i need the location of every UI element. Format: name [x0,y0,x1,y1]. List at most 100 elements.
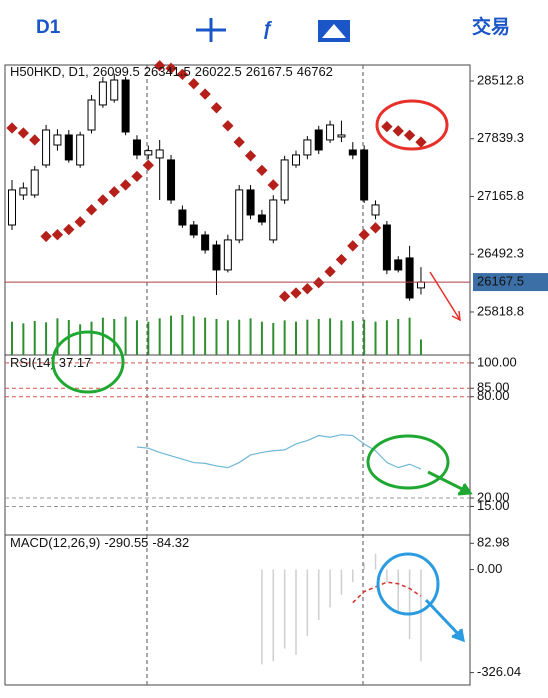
candle-body [144,150,153,156]
candle-body [212,244,221,271]
blue-circle [376,552,440,616]
red-circle [375,99,449,151]
green-circle [51,330,125,394]
current-price-box [473,273,548,292]
candle-body [30,169,39,196]
candle-body [223,239,232,271]
sar-dot [244,150,257,162]
sar-dot [278,290,291,303]
sar-dot [358,229,370,241]
current-price-label: 26167.5 [477,274,524,289]
timeframe-button[interactable]: D1 [36,17,61,38]
candle-body [348,149,357,156]
green-circle [366,434,450,490]
sar-dot [40,230,52,243]
candle-body [201,234,210,251]
sar-dot [290,287,302,299]
sar-dot [415,136,427,148]
sar-dot [6,122,18,134]
candle-body [19,187,28,196]
period-separators [146,65,364,685]
candle-body [280,159,289,201]
rsi-value: 37.17 [59,355,92,370]
green-arrow [427,470,473,496]
price-header: H50HKD, D1, 26099.5 26341.5 26022.5 26167.5 4… [10,64,333,79]
y-tick-label: 80.00 [477,388,510,403]
candle-body [337,134,346,138]
annotations [51,99,473,643]
candle-body [303,139,312,156]
candle-body [98,81,107,106]
y-tick-label: 27165.8 [477,188,524,203]
sar-dot [369,222,382,234]
candle-body [371,204,380,216]
candle-body [87,99,96,131]
signal-value: -84.32 [152,535,189,550]
candle-body [416,281,425,289]
candle-body [121,79,130,133]
candle-body [257,214,266,223]
high-value: 26341.5 [144,64,191,79]
candle-body [269,199,278,241]
sar-dot [256,164,268,177]
y-tick-label: 25818.8 [477,303,524,318]
candle-body [53,134,62,146]
candle-body [360,149,369,201]
trade-button[interactable]: 交易 [472,15,510,38]
candle-body [110,79,119,101]
candle-body [189,224,198,236]
y-tick-label: 0.00 [477,561,502,576]
rsi-label: RSI(14) [10,355,55,370]
candle-body [326,124,335,141]
sar-dot [131,170,143,183]
candle-body [76,134,85,166]
sar-dot [301,283,314,295]
y-tick-label: 82.98 [477,535,510,550]
volume-value: 46762 [297,64,333,79]
candle-body [8,189,16,226]
candle-body [246,189,255,216]
sar-dot [324,265,336,278]
sar-dot [347,240,359,252]
blue-arrow [424,598,465,643]
candle-body [167,159,176,201]
sar-dot [267,179,279,191]
objects-icon[interactable] [318,20,350,42]
candle-body [155,149,164,159]
y-tick-label: 85.00 [477,380,510,395]
macd-header: MACD(12,26,9) -290.55 -84.32 [10,535,189,550]
close-value: 26167.5 [246,64,293,79]
rsi-header: RSI(14) 37.17 [10,355,91,370]
sar-dot [403,129,416,141]
indicator-icon[interactable]: ƒ [262,19,273,40]
plots: 28512.8 27839.3 27165.8 26492.3 25818.8 26167… [5,60,548,679]
signal-line [352,581,422,604]
candle-body [382,224,391,271]
open-value: 26099.5 [93,64,140,79]
sar-dot [51,229,64,241]
low-value: 26022.5 [195,64,242,79]
candle-body [64,134,73,161]
y-tick-label: 28512.8 [477,72,524,87]
y-tick-label: 20.00 [477,489,510,504]
y-tick-label: 27839.3 [477,130,524,145]
candle-body [42,129,51,166]
macd-label: MACD(12,26,9) [10,535,100,550]
candle-body [292,154,300,166]
y-tick-label: 15.00 [477,498,510,513]
red-arrow [429,271,461,322]
y-tick-label: 26492.3 [477,246,524,261]
candle-body [235,189,244,241]
sar-dot [313,277,325,289]
candle-body [178,209,187,226]
candle-body [132,139,141,156]
sar-dot [233,136,245,148]
sar-dot [392,125,404,137]
candle-body [394,259,403,271]
y-tick-label: -326.04 [477,664,521,679]
sar-dot [142,159,154,171]
crosshair-icon[interactable] [196,18,226,42]
candle-body [314,129,323,151]
y-tick-label: 100.00 [477,354,517,369]
